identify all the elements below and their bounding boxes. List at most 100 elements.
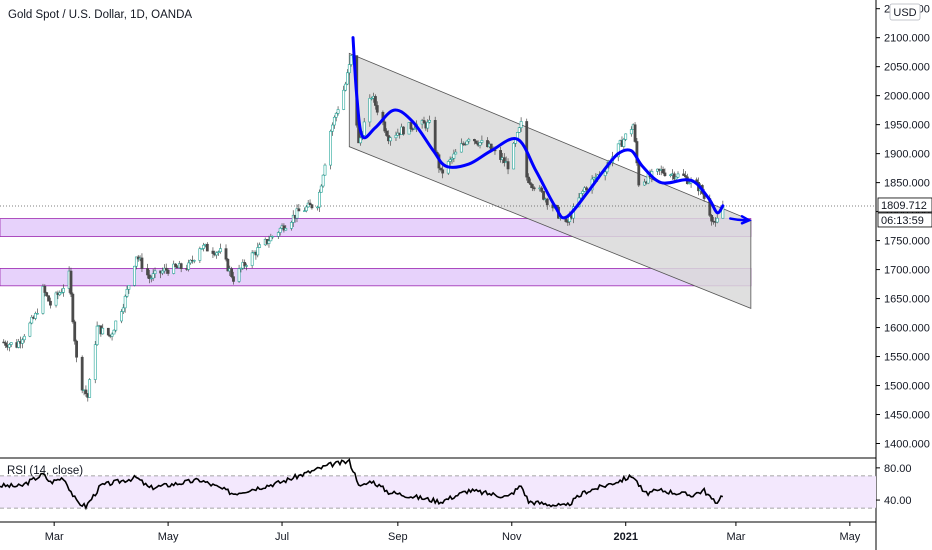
candle-body bbox=[622, 139, 626, 147]
candle-body bbox=[192, 260, 196, 262]
price-tick-label: 1450.000 bbox=[884, 410, 930, 422]
price-tick-label: 2000.000 bbox=[884, 91, 930, 103]
candle-body bbox=[637, 162, 641, 186]
candle-body bbox=[331, 124, 334, 132]
price-tick-label: 1650.000 bbox=[884, 294, 930, 306]
candle-body bbox=[715, 217, 719, 223]
candle-body bbox=[217, 251, 220, 253]
candle-body bbox=[187, 262, 191, 270]
candle-body bbox=[243, 262, 247, 267]
candle-body bbox=[43, 286, 47, 293]
candle-body bbox=[687, 182, 691, 185]
last-price-tag: 1809.712 bbox=[877, 197, 932, 213]
candle-body bbox=[106, 327, 110, 336]
candle-body bbox=[110, 333, 114, 337]
countdown-value: 06:13:59 bbox=[881, 215, 924, 227]
candle-body bbox=[532, 187, 536, 190]
candle-body bbox=[428, 120, 431, 123]
time-tick-label: Nov bbox=[502, 531, 522, 543]
candle-body bbox=[62, 288, 65, 293]
candle-body bbox=[271, 236, 275, 238]
candle-body bbox=[303, 210, 306, 212]
candle-body bbox=[127, 285, 131, 290]
candle-body bbox=[661, 169, 665, 174]
candle-body bbox=[499, 150, 502, 160]
price-tick-label: 1500.000 bbox=[884, 381, 930, 393]
last-price-value: 1809.712 bbox=[881, 200, 927, 212]
candle-body bbox=[239, 267, 243, 270]
candle-body bbox=[502, 157, 506, 164]
candle-body bbox=[30, 316, 34, 324]
candle-body bbox=[149, 277, 153, 280]
price-tick-label: 1900.000 bbox=[884, 149, 930, 161]
candle-body bbox=[517, 127, 521, 133]
candle-body bbox=[684, 175, 687, 178]
candle-body bbox=[540, 187, 544, 192]
support-zone bbox=[0, 268, 752, 287]
candle-body bbox=[448, 159, 452, 162]
candle-body bbox=[478, 142, 482, 146]
candle-body bbox=[323, 164, 327, 176]
candle-body bbox=[642, 181, 646, 186]
candle-body bbox=[710, 215, 714, 222]
price-tick-label: 1700.000 bbox=[884, 265, 930, 277]
candle-body bbox=[58, 292, 62, 296]
candle-body bbox=[49, 300, 52, 306]
price-tick-label: 1850.000 bbox=[884, 178, 930, 190]
candle-body bbox=[179, 263, 183, 269]
candle-body bbox=[329, 130, 333, 166]
candle-body bbox=[321, 174, 325, 187]
candle-body bbox=[224, 248, 228, 260]
currency-badge[interactable] bbox=[889, 3, 921, 21]
time-tick-label: Mar bbox=[45, 531, 64, 543]
candle-body bbox=[161, 270, 164, 274]
candle-body bbox=[245, 265, 248, 267]
candle-body bbox=[306, 202, 310, 208]
candle-body bbox=[467, 139, 471, 142]
candle-body bbox=[219, 248, 222, 253]
candle-body bbox=[310, 204, 314, 209]
price-pane[interactable]: Gold Spot / U.S. Dollar, 1D, OANDA bbox=[0, 0, 876, 458]
candle-body bbox=[344, 83, 347, 91]
candle-body bbox=[232, 276, 235, 282]
candle-body bbox=[585, 187, 588, 191]
rsi-axis-ticks: 40.00 80.00 bbox=[876, 463, 912, 507]
candle-body bbox=[35, 313, 39, 315]
time-tick-label: May bbox=[839, 531, 860, 543]
time-axis-ticks: Mar May Jul Sep Nov 2021 Mar May bbox=[45, 522, 861, 543]
candle-body bbox=[336, 109, 340, 114]
time-tick-label: Sep bbox=[388, 531, 408, 543]
rsi-label: RSI (14, close) bbox=[7, 465, 83, 477]
rsi-pane[interactable]: RSI (14, close) 40.00 80.00 bbox=[0, 458, 912, 511]
candle-body bbox=[676, 173, 680, 178]
candle-body bbox=[60, 292, 64, 294]
candle-body bbox=[474, 140, 478, 144]
price-scale[interactable]: 1400.000 1450.000 1500.000 1550.000 1600.000… bbox=[875, 0, 932, 550]
currency-badge-label: USD bbox=[893, 7, 916, 19]
candle-body bbox=[140, 257, 144, 269]
candle-body bbox=[250, 252, 254, 266]
candle-body bbox=[308, 202, 312, 206]
candle-body bbox=[75, 340, 78, 358]
candle-body bbox=[402, 126, 405, 135]
candle-body bbox=[80, 356, 84, 391]
candle-body bbox=[84, 389, 88, 394]
candlestick-series bbox=[2, 55, 725, 402]
candle-body bbox=[629, 129, 633, 135]
candle-body bbox=[473, 139, 476, 142]
candle-body bbox=[332, 116, 336, 126]
candle-body bbox=[146, 268, 149, 276]
last-price-tag-box bbox=[877, 197, 932, 213]
candle-body bbox=[69, 270, 73, 295]
candle-body bbox=[189, 259, 192, 264]
candle-body bbox=[346, 72, 349, 85]
candle-body bbox=[267, 240, 271, 244]
price-tick-label: 1750.000 bbox=[884, 236, 930, 248]
candle-body bbox=[317, 191, 321, 208]
candle-body bbox=[480, 140, 484, 143]
candle-body bbox=[370, 97, 374, 100]
candle-body bbox=[200, 248, 204, 250]
candle-body bbox=[295, 208, 299, 219]
candle-body bbox=[230, 268, 234, 277]
